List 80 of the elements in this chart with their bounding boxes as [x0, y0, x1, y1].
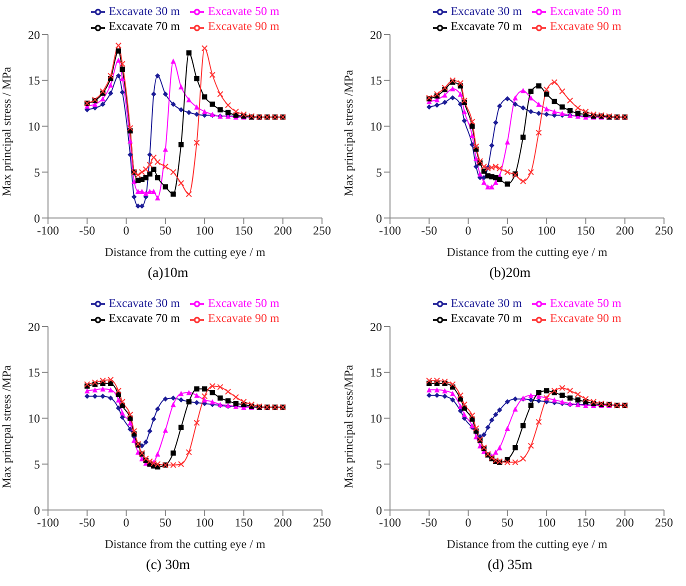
legend-label: Excavate 50 m [550, 296, 622, 310]
x-tick-label: 0 [465, 224, 472, 238]
x-tick-label: 200 [274, 516, 292, 530]
x-tick-label: 50 [159, 516, 172, 530]
legend-label: Excavate 30 m [450, 296, 522, 310]
y-tick-label: 5 [376, 457, 382, 472]
y-tick-label: 20 [28, 28, 40, 42]
y-tick-label: 15 [28, 366, 40, 380]
y-tick-label: 10 [370, 412, 382, 426]
legend-label: Excavate 90 m [550, 19, 622, 34]
text: (b)20m [489, 266, 531, 282]
legend-label: Excavate 90 m [208, 19, 280, 34]
x-tick-label: 250 [313, 224, 331, 238]
x-tick-label: 50 [159, 224, 172, 238]
x-tick-label: 250 [313, 516, 331, 530]
legend-label: Excavate 30 m [108, 296, 180, 310]
x-tick-label: -100 [37, 516, 59, 530]
y-tick-label: 20 [370, 28, 382, 42]
text: (d) 35m [488, 558, 532, 574]
legend-label: Excavate 50 m [208, 4, 280, 18]
text: (a)10m [148, 266, 188, 282]
y-tick-label: 10 [28, 120, 40, 134]
x-tick-label: -100 [37, 224, 59, 238]
legend-label: Excavate 90 m [550, 311, 622, 326]
x-tick-label: -50 [79, 516, 96, 530]
x-tick-label: 100 [196, 224, 214, 238]
text: (c) 30m [146, 558, 190, 574]
y-tick-label: 5 [34, 457, 40, 472]
x-tick-label: 150 [576, 516, 595, 530]
y-tick-label: 0 [376, 211, 382, 226]
legend-label: Excavate 70 m [450, 19, 522, 34]
x-tick-label: 250 [655, 224, 673, 238]
y-axis-title: Max principal stress / MPa [0, 66, 14, 196]
legend-label: Excavate 50 m [208, 296, 280, 310]
x-tick-label: 150 [234, 224, 253, 238]
x-axis-title: Distance from the cutting eye / m [446, 537, 608, 551]
y-tick-label: 0 [34, 211, 40, 226]
x-tick-label: 200 [616, 224, 634, 238]
x-tick-label: 50 [501, 516, 514, 530]
x-tick-label: 100 [538, 224, 556, 238]
x-tick-label: -100 [379, 516, 401, 530]
x-tick-label: 250 [655, 516, 673, 530]
y-tick-label: 0 [34, 503, 40, 518]
x-tick-label: 50 [501, 224, 514, 238]
x-tick-label: -50 [421, 224, 438, 238]
y-tick-label: 5 [376, 165, 382, 180]
x-axis-title: Distance from the cutting eye / m [104, 245, 266, 259]
y-axis-title: Max principal stress/MPa [341, 364, 356, 488]
x-tick-label: 100 [538, 516, 556, 530]
x-tick-label: 150 [234, 516, 253, 530]
x-tick-label: 0 [123, 516, 130, 530]
x-axis-title: Distance from the cutting eye / m [446, 245, 608, 259]
y-tick-label: 15 [28, 74, 40, 88]
x-tick-label: 100 [196, 516, 214, 530]
legend-label: Excavate 50 m [550, 4, 622, 18]
y-tick-label: 0 [376, 503, 382, 518]
x-tick-label: -50 [421, 516, 438, 530]
x-tick-label: -50 [79, 224, 96, 238]
y-tick-label: 10 [28, 412, 40, 426]
legend-label: Excavate 30 m [450, 4, 522, 18]
x-tick-label: -100 [379, 224, 401, 238]
legend-label: Excavate 70 m [450, 311, 522, 326]
y-tick-label: 15 [370, 366, 382, 380]
legend-label: Excavate 70 m [108, 311, 180, 326]
x-tick-label: 200 [616, 516, 634, 530]
y-tick-label: 15 [370, 74, 382, 88]
x-tick-label: 0 [123, 224, 130, 238]
legend-label: Excavate 70 m [108, 19, 180, 34]
x-tick-label: 0 [465, 516, 472, 530]
x-axis-title: Distance from the cutting eye / m [104, 537, 266, 551]
x-tick-label: 150 [576, 224, 595, 238]
y-tick-label: 20 [370, 320, 382, 334]
y-tick-label: 20 [28, 320, 40, 334]
y-axis-title: Max principal stress /MPa [341, 69, 356, 196]
y-tick-label: 5 [34, 165, 40, 180]
legend-label: Excavate 30 m [108, 4, 180, 18]
y-tick-label: 10 [370, 120, 382, 134]
x-tick-label: 200 [274, 224, 292, 238]
y-axis-title: Max princpal stress /MPa [0, 364, 14, 488]
legend-label: Excavate 90 m [208, 311, 280, 326]
